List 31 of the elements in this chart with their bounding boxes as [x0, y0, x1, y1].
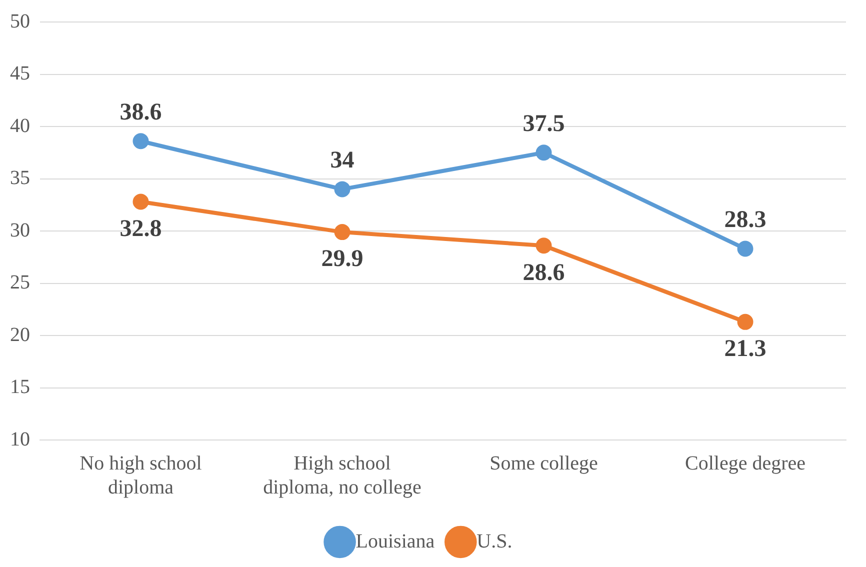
data-label: 21.3 — [724, 336, 766, 362]
data-label: 28.3 — [724, 206, 766, 233]
x-tick-label: Some college — [490, 452, 598, 474]
point — [536, 144, 552, 161]
data-label: 38.6 — [120, 99, 162, 126]
point — [334, 181, 350, 198]
point — [132, 194, 149, 210]
point — [737, 240, 754, 257]
x-tick-label: No high school diploma — [80, 452, 202, 498]
point — [132, 133, 149, 150]
legend-label: Louisiana — [356, 530, 435, 552]
y-tick-label: 45 — [10, 62, 30, 84]
x-tick-label: High school diploma, no college — [263, 452, 422, 498]
y-tick-label: 30 — [10, 219, 30, 242]
data-label: 32.8 — [120, 216, 162, 242]
y-tick-label: 15 — [10, 376, 30, 398]
point — [737, 314, 754, 330]
y-tick-label: 25 — [10, 272, 30, 294]
point — [536, 238, 552, 254]
y-tick-label: 20 — [10, 324, 30, 346]
x-tick-label: College degree — [685, 452, 806, 474]
data-label: 34 — [330, 147, 354, 174]
y-tick-label: 10 — [10, 428, 30, 450]
y-tick-label: 40 — [10, 114, 30, 137]
y-tick-label: 35 — [10, 167, 30, 189]
legend-label: U.S. — [476, 530, 512, 552]
data-label: 28.6 — [522, 260, 565, 286]
y-tick-label: 50 — [10, 10, 30, 32]
data-label: 37.5 — [522, 110, 565, 137]
data-label: 29.9 — [321, 246, 364, 272]
point — [334, 224, 350, 240]
